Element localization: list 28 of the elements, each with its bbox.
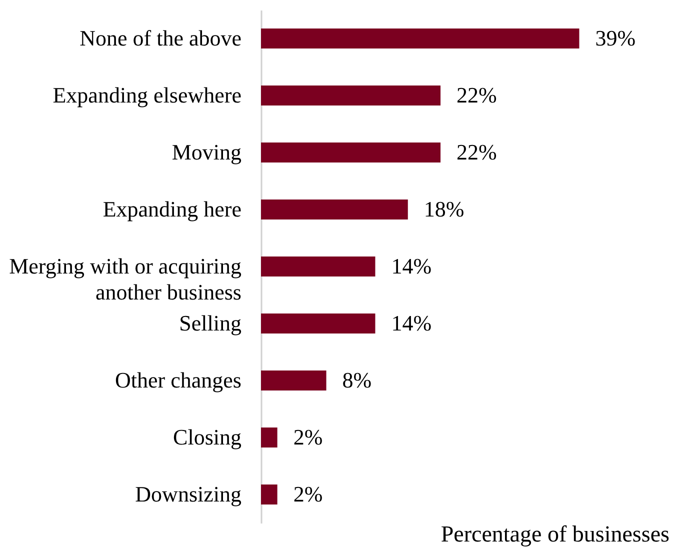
bar [261, 428, 278, 448]
y-tick-label: Expanding elsewhere [52, 82, 242, 108]
data-label: 2% [293, 482, 323, 506]
bar [261, 142, 441, 162]
y-tick-label: Expanding here [102, 196, 242, 222]
bar [261, 256, 376, 276]
bar [261, 484, 278, 504]
data-label: 2% [293, 424, 323, 450]
y-tick-label: Other changes [115, 368, 242, 392]
data-label: 14% [391, 254, 432, 278]
data-label: 14% [391, 310, 432, 336]
data-label: 22% [456, 140, 497, 164]
bar [261, 314, 376, 334]
data-label: 18% [424, 196, 464, 222]
bar [261, 370, 326, 390]
data-label: 39% [595, 26, 636, 50]
y-tick-label: Selling [179, 310, 242, 336]
bar [261, 86, 441, 106]
bar [261, 28, 580, 48]
y-tick-label: Downsizing [135, 482, 242, 506]
data-label: 8% [342, 368, 372, 392]
data-label: 22% [456, 82, 497, 108]
y-tick-label: Moving [172, 140, 242, 164]
y-tick-label: Closing [173, 424, 242, 450]
y-tick-label: Merging with or acquiring another business [9, 254, 242, 304]
y-tick-label: None of the above [80, 26, 242, 50]
x-axis-title: Percentage of businesses [440, 522, 670, 546]
bar [261, 200, 408, 220]
